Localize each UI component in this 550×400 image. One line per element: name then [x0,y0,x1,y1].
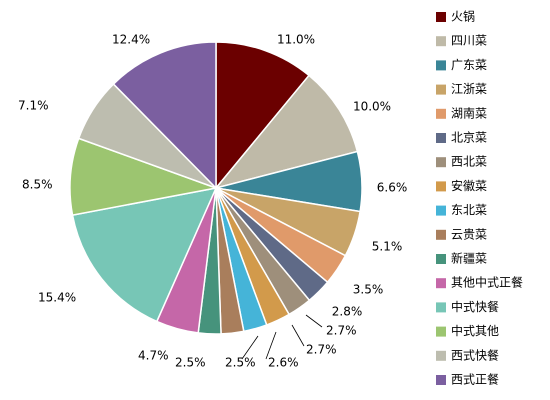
legend-swatch-7 [436,157,446,168]
slice-label-5: 3.5% [353,283,384,297]
slice-labels: 11.0% 10.0% 6.6% 5.1% 3.5% 2.8% 2.7% 2.7% 2.6% 2.… [18,33,407,370]
legend-swatch-1 [436,12,446,22]
legend-swatch-14 [436,326,446,337]
legend-swatch-11 [436,254,446,264]
legend-label-9: 东北菜 [451,203,487,217]
legend-label-4: 江浙菜 [451,82,487,96]
slice-label-11: 2.5% [175,356,206,370]
slice-label-4: 5.1% [372,240,403,254]
legend-label-1: 火锅 [451,9,475,24]
slice-label-6: 2.8% [332,305,363,319]
legend-label-10: 云贵菜 [451,227,487,241]
slice-label-12: 4.7% [138,349,169,363]
pie-slice-13 [71,186,218,323]
leader-line-9 [265,331,277,360]
legend-label-7: 西北菜 [451,155,487,169]
slice-label-3: 6.6% [377,181,408,195]
legend-label-11: 新疆菜 [451,251,487,266]
legend-swatch-3 [436,60,446,71]
pie-slices [69,41,363,335]
pie-slice-16 [112,41,217,190]
leader-line-10 [241,335,259,360]
slice-label-7: 2.7% [326,324,357,338]
legend-label-5: 湖南菜 [451,105,487,120]
legend-label-14: 中式其他 [451,323,499,338]
leader-line-7 [305,314,323,328]
legend-label-12: 其他中式正餐 [451,275,523,290]
legend-label-3: 广东菜 [451,58,487,72]
leader-line-8 [291,324,305,347]
slice-label-13: 15.4% [38,291,76,305]
pie-slice-1 [215,41,311,191]
slice-label-8: 2.7% [306,343,337,357]
slice-label-14: 8.5% [22,178,53,192]
slice-label-16: 12.4% [112,33,150,47]
legend-swatch-15 [436,350,446,361]
legend-label-2: 四川菜 [451,34,487,48]
legend-swatch-5 [436,108,446,119]
leader-lines [241,314,323,360]
slice-label-9: 2.6% [268,356,299,370]
legend-label-6: 北京菜 [451,131,487,145]
legend-swatch-13 [436,302,446,313]
legend-swatch-6 [436,133,446,143]
slice-label-10: 2.5% [225,356,256,370]
legend-swatch-2 [436,36,446,47]
legend-label-16: 西式正餐 [451,372,499,387]
legend-label-13: 中式快餐 [451,299,499,314]
legend-swatch-4 [436,84,446,95]
slice-label-2: 10.0% [353,100,391,114]
slice-label-15: 7.1% [18,99,49,113]
legend-swatch-16 [436,375,446,385]
legend-swatch-9 [436,205,446,216]
legend-swatch-8 [436,181,446,192]
legend-swatch-10 [436,229,446,240]
slice-label-1: 11.0% [277,33,315,47]
legend: 火锅四川菜广东菜江浙菜湖南菜北京菜西北菜安徽菜东北菜云贵菜新疆菜其他中式正餐中式… [436,9,523,387]
legend-swatch-12 [436,278,446,289]
legend-label-15: 西式快餐 [451,347,499,362]
legend-label-8: 安徽菜 [451,178,487,193]
